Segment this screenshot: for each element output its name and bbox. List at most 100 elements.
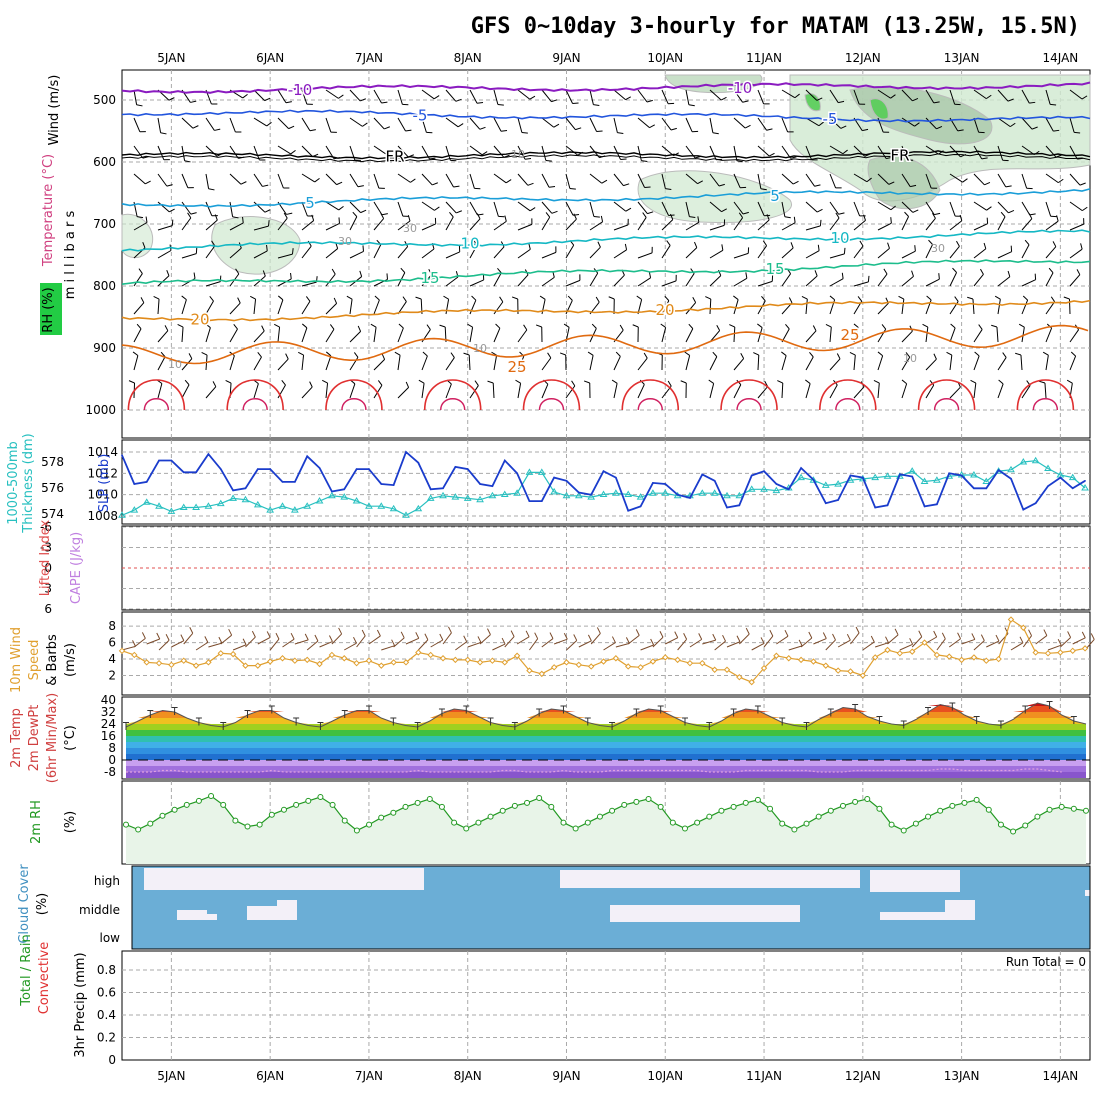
slp-point (281, 481, 284, 483)
thickness-point (871, 473, 880, 481)
wind-speed-point (736, 673, 743, 681)
wind-barb-10m-flag (885, 636, 889, 643)
wind-barb-flag (1053, 129, 1060, 132)
wind-barb (541, 357, 552, 371)
wind-barb (1021, 327, 1025, 343)
wind-barb-flag (449, 211, 454, 218)
wind-barb-flag (792, 180, 799, 185)
slp-tick-label: 1010 (87, 488, 118, 502)
slp-point (158, 459, 160, 462)
wind-barb-flag (305, 296, 311, 302)
temp-contour-t_5 (121, 188, 1091, 208)
wind-barb-flag (463, 352, 470, 356)
wind-barb-flag (500, 130, 508, 132)
wind-barb (157, 145, 165, 161)
wind-speed-point (365, 657, 373, 664)
wind-barb (781, 247, 794, 259)
wind-barb (613, 356, 621, 371)
wind-barb-10m (479, 634, 491, 645)
wind-barb (661, 117, 672, 131)
wind-barb-10m (973, 640, 985, 651)
wind-barb-flag (262, 270, 266, 277)
temp-contour-30 (226, 379, 284, 411)
wind-barb (349, 173, 359, 187)
wind-speed-point (168, 661, 175, 669)
wind-barb (877, 247, 890, 259)
wind-barb-10m-flag (722, 634, 726, 642)
wind-barb-10m (751, 642, 765, 651)
wind-barb-flag (928, 239, 933, 245)
wind-barb-10m (541, 638, 554, 648)
temp-tick-label: 16 (101, 729, 116, 743)
wind-barb (637, 201, 648, 214)
x-tick-label-bottom: 6JAN (256, 1069, 284, 1083)
wind-barb-10m-flag (957, 632, 962, 639)
rh-shade (804, 93, 821, 112)
slp-point (1022, 508, 1025, 511)
rh-point (402, 803, 409, 810)
wind-barb-flag (887, 242, 890, 249)
wind-barb-10m (121, 645, 136, 651)
temp-contour-35 (242, 398, 268, 411)
wind-barb-10m-flag (596, 627, 601, 634)
wind-barb-flag (642, 212, 647, 218)
y-label-barbs: & Barbs (45, 634, 60, 686)
wind-barb-flag (418, 379, 425, 384)
wind-barb-10m (146, 638, 160, 645)
slp-point (1047, 485, 1049, 487)
wind-barb (1021, 145, 1035, 156)
rh-point (718, 807, 725, 814)
wind-barb (349, 299, 353, 315)
wind-barb-flag (188, 353, 193, 359)
wind-barb (637, 117, 650, 129)
wind-barb-10m (1010, 642, 1024, 651)
rh-point (135, 826, 142, 833)
wind-barb-flag (950, 323, 956, 329)
slp-point (615, 476, 617, 479)
wind-barb-10m (948, 638, 961, 648)
wind-barb-flag (784, 216, 791, 219)
wind-barb (877, 355, 884, 371)
slp-point (257, 468, 259, 470)
thickness-point (488, 491, 497, 499)
wind-barb-flag (225, 380, 232, 384)
wind-barb (997, 201, 1009, 214)
wind-barb (325, 201, 339, 211)
temp2m-line (125, 702, 1087, 728)
wind-barb-flag (670, 213, 674, 220)
wind-barb-flag (471, 295, 477, 301)
wind-barb (1045, 272, 1054, 287)
wind-barb-10m (417, 639, 429, 651)
wind-barb-10m (615, 642, 630, 648)
wind-barb (325, 355, 332, 371)
wind-barb (685, 173, 698, 185)
wind-barb-flag (718, 183, 725, 187)
wind-barb (757, 354, 760, 371)
wind-barb-10m-flag (855, 626, 860, 634)
wind-barb (468, 354, 471, 371)
wind-barb-flag (322, 379, 328, 384)
wind-barb (613, 383, 618, 399)
wind-barb-10m-flag (941, 632, 946, 640)
wind-barb-flag (632, 324, 639, 328)
wind-barb-flag (214, 128, 221, 131)
wind-speed-point (711, 666, 718, 673)
rh-point (645, 795, 652, 802)
wind-barb-flag (705, 296, 711, 300)
wind-barb-flag (476, 213, 481, 220)
wind-barb (205, 117, 215, 131)
wind-barb-flag (729, 324, 735, 328)
wind-barb (397, 145, 409, 158)
wind-barb (589, 201, 595, 217)
slp-point (689, 497, 691, 499)
thickness-point (352, 497, 361, 504)
wind-barb (685, 89, 690, 105)
wind-barb (757, 300, 766, 315)
upper-air-panel: 500 600 700 800 900 1000 Wind (m/s) Temperature… (40, 69, 1091, 439)
cloud-clear-patch (1085, 890, 1090, 896)
wind-barb-flag (551, 210, 558, 214)
wind-barb (781, 89, 796, 99)
slp-point (355, 468, 358, 470)
wind-barb-flag (712, 351, 718, 357)
wind-barb (301, 89, 308, 105)
